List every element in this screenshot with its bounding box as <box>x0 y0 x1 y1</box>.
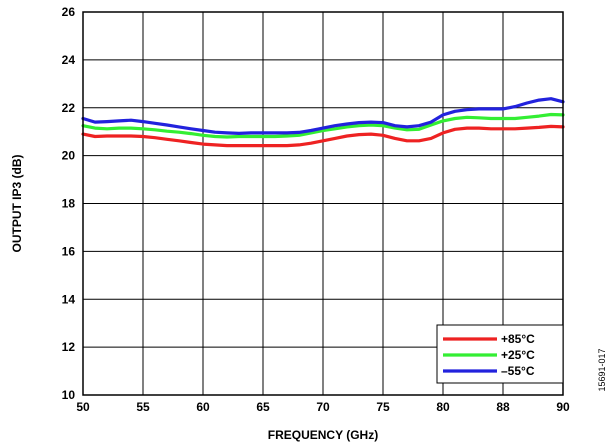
legend-label: –55°C <box>501 364 535 378</box>
y-axis-title: OUTPUT IP3 (dB) <box>10 154 24 252</box>
y-tick-label: 20 <box>62 149 76 163</box>
y-tick-label: 14 <box>62 292 76 306</box>
legend: +85°C +25°C –55°C <box>436 324 564 384</box>
x-tick-label: 75 <box>376 400 390 414</box>
y-tick-label: 24 <box>62 53 76 67</box>
legend-label: +25°C <box>501 348 535 362</box>
x-axis-title: FREQUENCY (GHz) <box>268 428 378 442</box>
plot-area-frame <box>82 11 564 396</box>
y-tick-label: 12 <box>62 340 76 354</box>
x-tick-label: 88 <box>496 400 510 414</box>
x-tick-label: 50 <box>76 400 90 414</box>
series-line <box>81 112 565 139</box>
x-tick-label: 60 <box>196 400 210 414</box>
y-tick-label: 18 <box>62 197 76 211</box>
y-tick-label: 26 <box>62 5 76 19</box>
series-line <box>81 97 565 135</box>
x-tick-label: 90 <box>556 400 570 414</box>
y-tick-label: 16 <box>62 244 76 258</box>
x-tick-label: 55 <box>136 400 150 414</box>
y-tick-label: 22 <box>62 101 76 115</box>
x-tick-label: 65 <box>256 400 270 414</box>
series-line <box>81 124 565 148</box>
figure-id: 15691-017 <box>597 348 607 391</box>
y-tick-label: 10 <box>62 388 76 402</box>
x-tick-label: 80 <box>436 400 450 414</box>
tick-labels: 50 55 60 65 70 75 80 88 90 10 12 14 16 18 20 22 24 26 <box>62 5 570 414</box>
x-tick-label: 70 <box>316 400 330 414</box>
legend-label: +85°C <box>501 332 535 346</box>
series-lines <box>81 97 565 148</box>
